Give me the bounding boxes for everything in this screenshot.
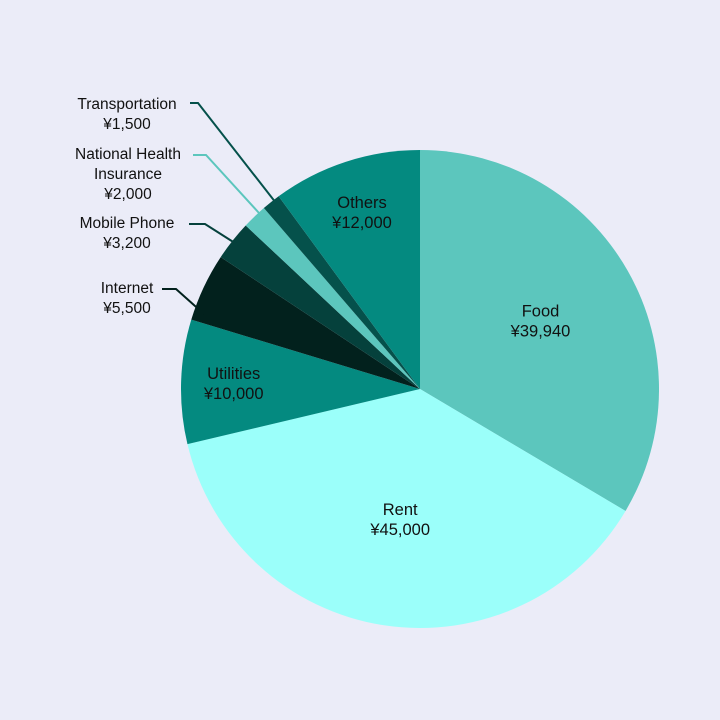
slice-label-food: Food [522, 302, 560, 320]
leader-line-internet [162, 288, 205, 315]
pie-slice-internet [191, 257, 420, 389]
slice-label-national-health-insurance: Insurance [94, 166, 162, 183]
pie-slice-mobile-phone [220, 225, 420, 389]
leader-line-national-health-insurance [193, 154, 260, 214]
leader-line-transportation [190, 102, 277, 204]
slice-value-internet: ¥5,500 [102, 300, 151, 317]
slice-label-national-health-insurance: National Health [75, 146, 181, 163]
slice-value-utilities: ¥10,000 [203, 385, 264, 403]
pie-slice-transportation [263, 196, 420, 389]
slice-label-transportation: Transportation [77, 96, 176, 113]
leader-line-mobile-phone [189, 223, 239, 246]
slice-value-food: ¥39,940 [510, 322, 571, 340]
slice-value-transportation: ¥1,500 [102, 116, 151, 133]
slice-value-others: ¥12,000 [331, 214, 392, 232]
pie-slice-national-health-insurance [245, 208, 420, 389]
pie-slice-utilities [180, 319, 420, 445]
slice-value-rent: ¥45,000 [369, 521, 430, 539]
slice-label-rent: Rent [383, 501, 418, 519]
pie-slice-others [278, 150, 420, 389]
pie-slice-rent [187, 389, 626, 629]
slice-label-utilities: Utilities [207, 365, 260, 383]
pie-slice-food [420, 150, 660, 511]
pie-slices [180, 150, 660, 629]
slice-value-national-health-insurance: ¥2,000 [103, 186, 152, 203]
leader-lines [162, 102, 277, 315]
slice-label-others: Others [337, 194, 387, 212]
slice-labels: Food ¥39,940 Rent ¥45,000 Utilities ¥10,000 In… [75, 96, 570, 539]
slice-value-mobile-phone: ¥3,200 [102, 235, 151, 252]
slice-label-mobile-phone: Mobile Phone [80, 215, 175, 232]
slice-label-internet: Internet [101, 280, 154, 297]
